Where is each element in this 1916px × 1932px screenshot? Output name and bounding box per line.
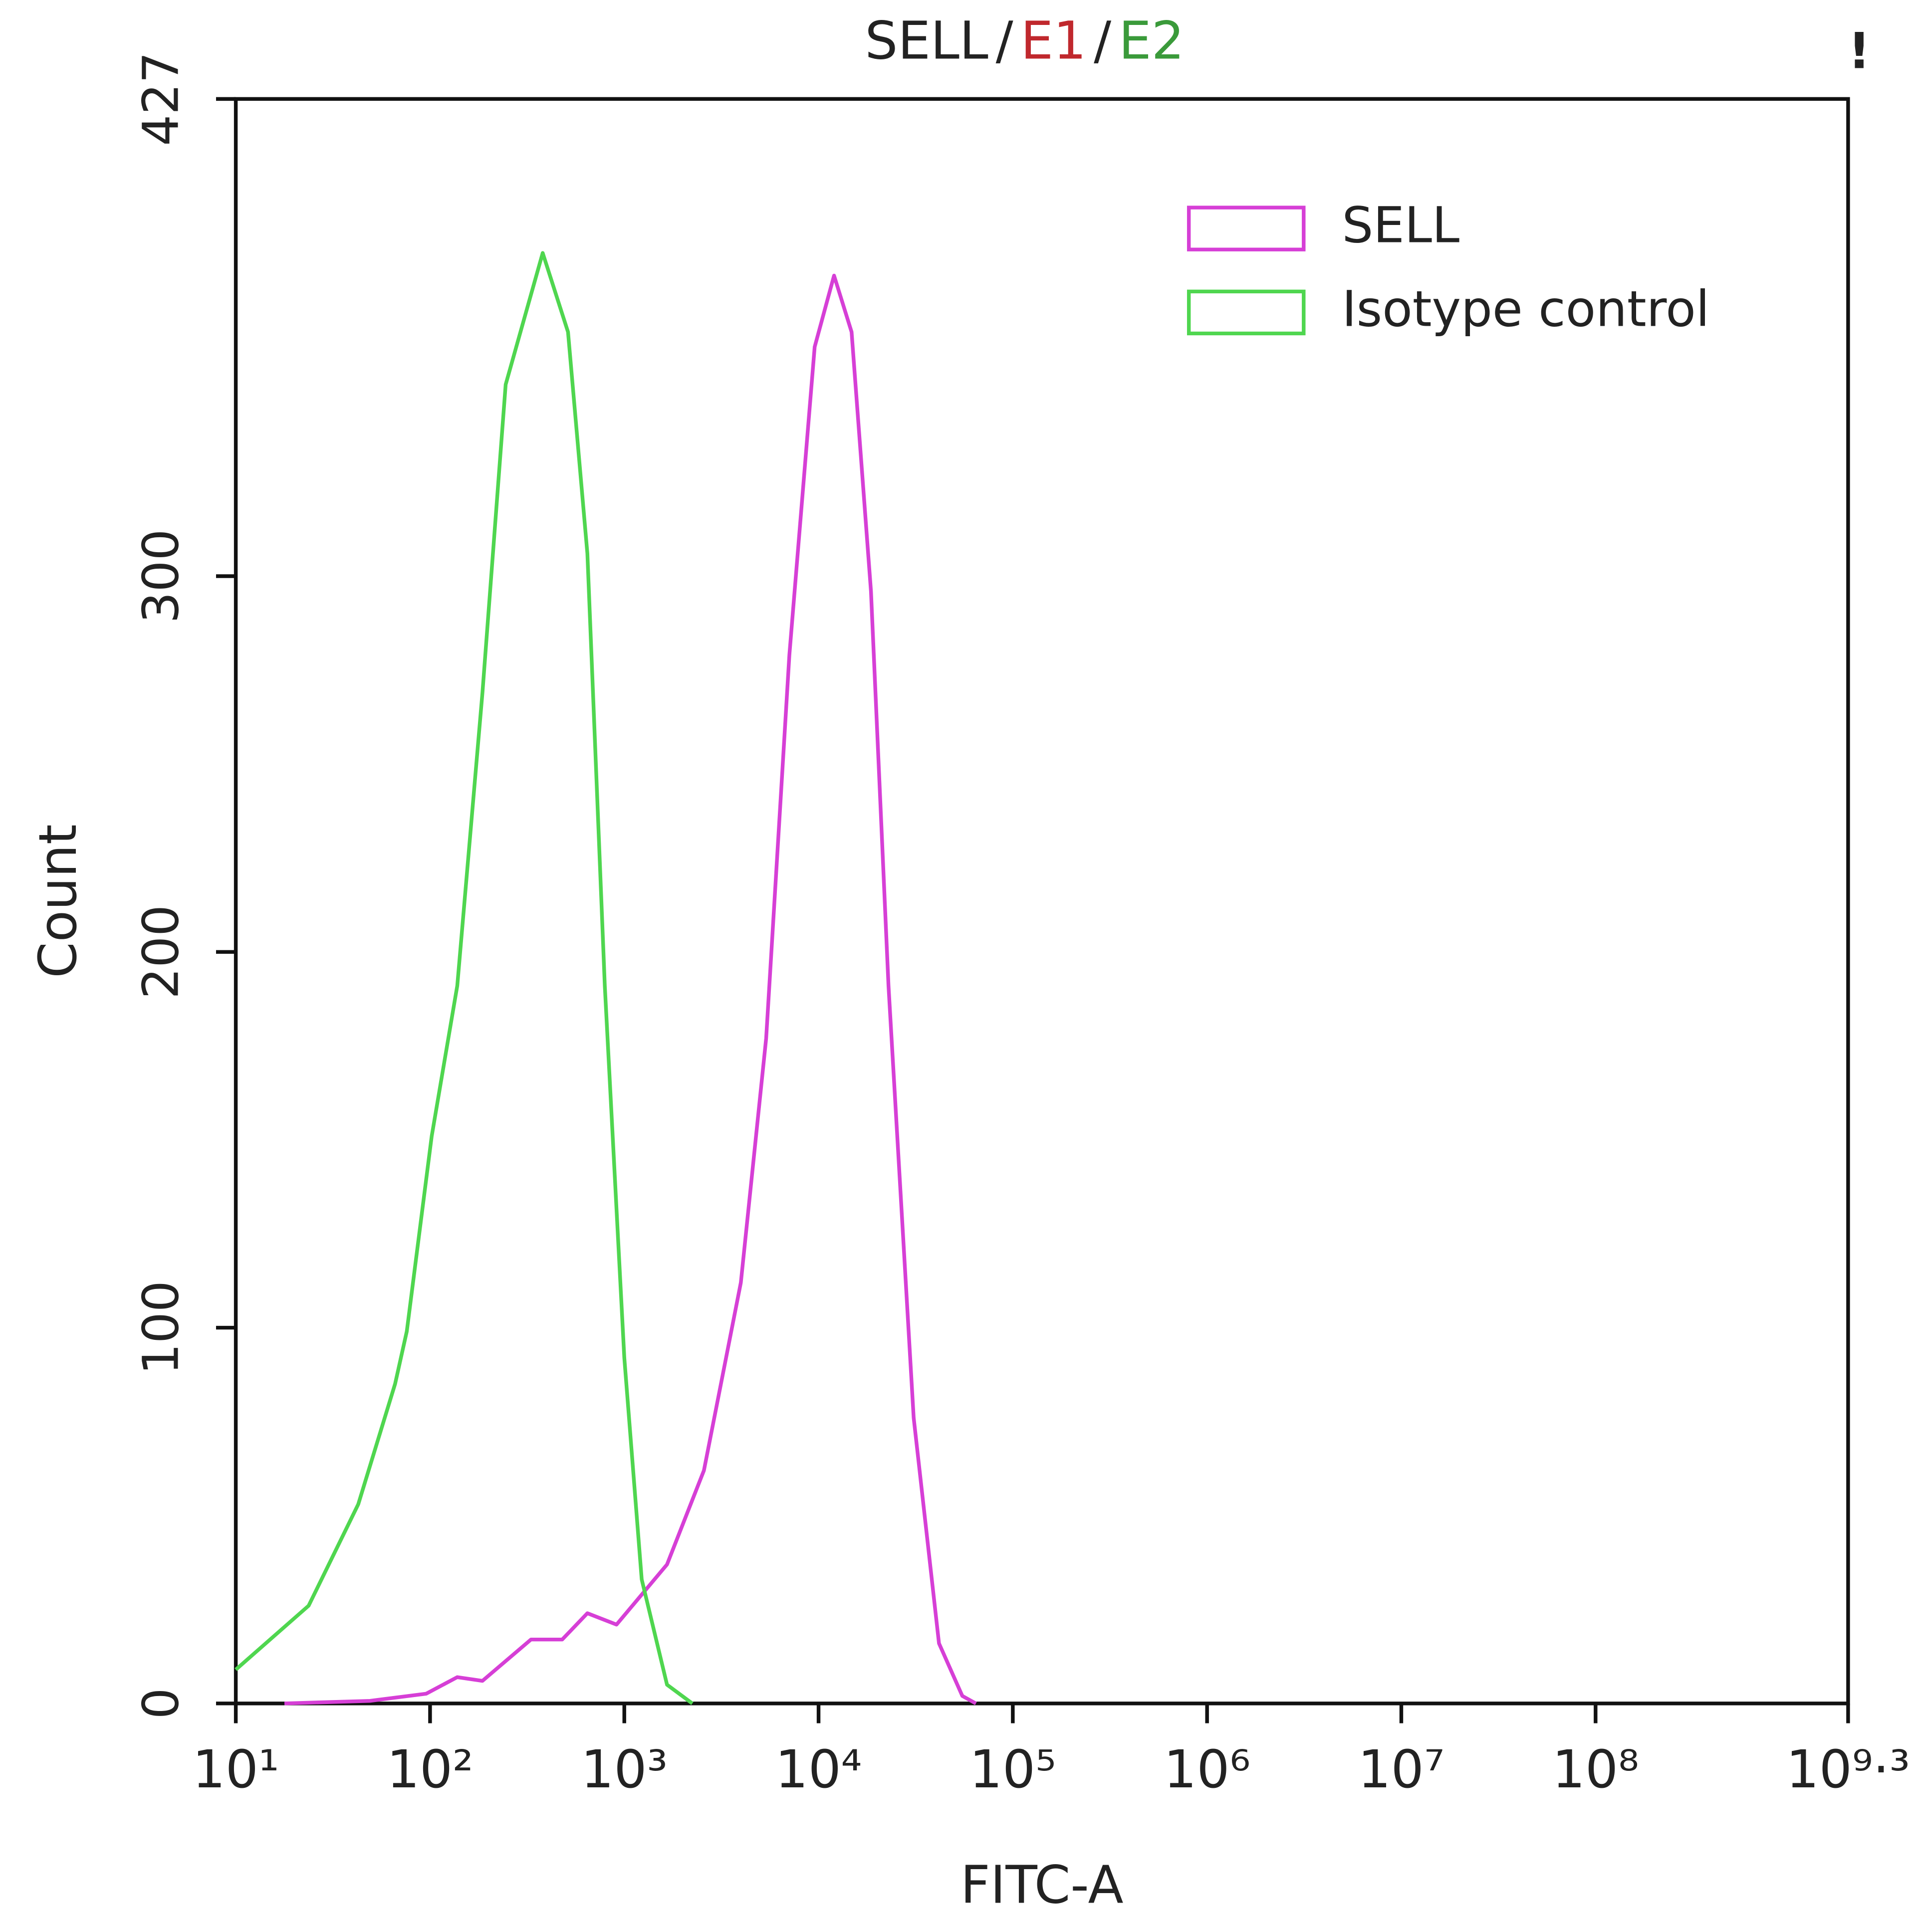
legend-label: Isotype control — [1342, 281, 1709, 338]
x-tick-label: 10³ — [581, 1739, 668, 1800]
x-tick-label: 10⁵ — [969, 1739, 1056, 1800]
x-tick-label: 10⁸ — [1552, 1739, 1639, 1800]
y-tick-label: 300 — [132, 529, 190, 624]
x-tick-label: 10¹ — [193, 1739, 279, 1800]
x-tick-label: 10⁴ — [775, 1739, 862, 1800]
y-tick-label: 100 — [132, 1281, 190, 1375]
x-tick-label: 10⁹·³ — [1786, 1739, 1911, 1800]
title-part: / — [1094, 11, 1111, 71]
x-tick-label: 10² — [387, 1739, 474, 1800]
chart-title: SELL / E1/E2 — [865, 11, 1184, 71]
legend-label: SELL — [1342, 197, 1459, 254]
title-part: SELL — [865, 11, 988, 71]
y-tick-label: 0 — [132, 1688, 190, 1719]
title-part: E1 — [1021, 11, 1087, 71]
title-part: E2 — [1119, 11, 1185, 71]
x-axis-label: FITC-A — [960, 1855, 1124, 1915]
y-tick-label: 427 — [132, 52, 190, 146]
plot-frame — [234, 97, 1850, 1706]
series-line — [235, 251, 694, 1705]
y-axis-label: Count — [28, 824, 88, 978]
series-line — [284, 273, 977, 1706]
annotation: ! — [1848, 23, 1871, 80]
x-tick-label: 10⁷ — [1358, 1739, 1445, 1800]
legend-swatch — [1187, 289, 1306, 336]
legend-swatch — [1187, 206, 1306, 251]
y-tick-label: 200 — [132, 905, 190, 999]
x-tick-label: 10⁶ — [1164, 1739, 1250, 1800]
title-part: / — [996, 11, 1013, 71]
